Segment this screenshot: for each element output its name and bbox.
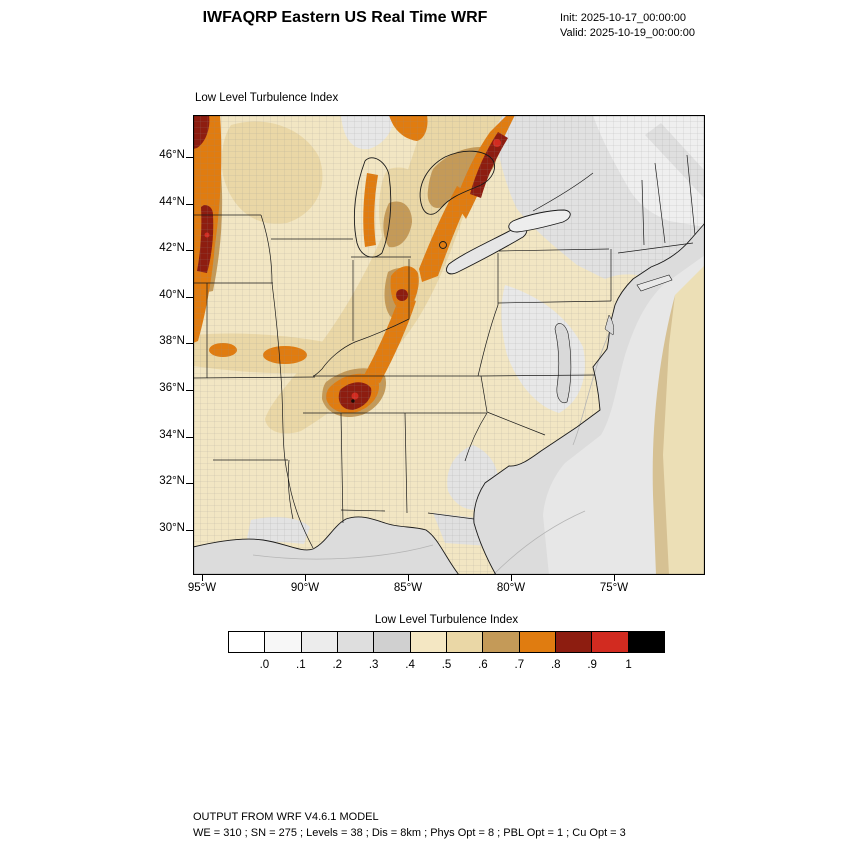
ocean (193, 222, 705, 575)
lon-tick-label: 90°W (290, 582, 320, 594)
delaware-bay (604, 314, 615, 336)
lon-tick-label: 95°W (187, 582, 217, 594)
lake-huron (419, 150, 495, 215)
lake-erie (446, 226, 528, 275)
chesapeake-bay (554, 323, 572, 403)
lon-tick-mark (202, 575, 203, 581)
init-time: Init: 2025-10-17_00:00:00 (560, 12, 686, 24)
long-island (636, 274, 673, 292)
colorbar-tick-label: .9 (587, 659, 597, 671)
lat-tick-mark (186, 390, 193, 391)
state-borders (193, 154, 696, 549)
colorbar-segment (373, 631, 411, 653)
footer-config-line: WE = 310 ; SN = 275 ; Levels = 38 ; Dis … (193, 826, 626, 839)
lat-tick-label: 44°N (159, 195, 185, 208)
colorbar-labels: .0 .1 .2 .3 .4 .5 .6 .7 .8 .9 1 (228, 659, 665, 675)
turbulence-map: 46°N 44°N 42°N 40°N 38°N 36°N 34°N 32°N 30°N 95°W… (159, 115, 705, 594)
map-title: Low Level Turbulence Index (195, 92, 339, 104)
colorbar-tick-label: .0 (259, 659, 270, 671)
lon-tick-label: 75°W (599, 582, 629, 594)
map-canvas (193, 115, 705, 575)
colorbar-tick-label: .5 (441, 659, 452, 671)
lon-tick-label: 85°W (393, 582, 423, 594)
colorbar-segment (627, 631, 665, 653)
colorbar-segment (409, 631, 447, 653)
colorbar-segment (336, 631, 375, 653)
great-lakes (353, 150, 571, 275)
colorbar-tick-label: .1 (296, 659, 306, 671)
lat-tick-mark (186, 157, 193, 158)
lat-tick-label: 38°N (159, 335, 185, 348)
colorbar-tick-label: .3 (368, 659, 379, 671)
lat-tick-mark (186, 529, 193, 531)
lon-tick-label: 80°W (496, 582, 526, 594)
map-frame (193, 115, 705, 575)
colorbar-title: Low Level Turbulence Index (374, 614, 519, 626)
lat-tick-mark (186, 483, 193, 485)
colorbar-segment (482, 631, 520, 653)
colorbar-tick-label: .4 (405, 659, 415, 671)
lat-tick-label: 34°N (159, 428, 185, 441)
run-times: Init: 2025-10-17_00:00:00 Valid: 2025-10… (560, 11, 695, 41)
lon-tick-mark (511, 575, 512, 581)
lon-tick-mark (305, 575, 306, 581)
colorbar-tick-label: .8 (550, 659, 561, 671)
colorbar-segment (554, 631, 593, 653)
valid-time: Valid: 2025-10-19_00:00:00 (560, 26, 695, 39)
colorbar-tick-label: 1 (625, 659, 632, 671)
lake-st-clair (439, 241, 447, 249)
lat-tick-mark (186, 203, 193, 205)
lat-tick-mark (186, 436, 193, 438)
colorbar-segment (445, 631, 484, 653)
lat-tick-label: 36°N (159, 382, 185, 394)
lon-tick-mark (614, 575, 615, 581)
colorbar-tick-label: .2 (332, 659, 343, 671)
page-title: IWFAQRP Eastern US Real Time WRF (202, 9, 488, 26)
lat-tick-mark (186, 250, 193, 252)
lat-tick-mark (186, 343, 193, 345)
colorbar-segment (228, 631, 266, 653)
colorbar-segment (300, 631, 338, 653)
lat-tick-mark (186, 296, 193, 298)
colorbar-tick-label: .7 (514, 659, 525, 671)
lon-tick-mark (408, 575, 409, 581)
lat-tick-label: 32°N (159, 475, 185, 488)
colorbar-segment (518, 631, 556, 653)
lat-tick-label: 42°N (159, 242, 185, 255)
lat-tick-label: 30°N (159, 521, 185, 534)
lat-tick-label: 40°N (159, 288, 185, 301)
colorbar (228, 631, 665, 653)
footer-model-line: OUTPUT FROM WRF V4.6.1 MODEL (193, 811, 379, 823)
lake-ontario (508, 209, 571, 233)
colorbar-segment (264, 631, 302, 653)
colorbar-segment (591, 631, 629, 653)
footer: OUTPUT FROM WRF V4.6.1 MODEL WE = 310 ; … (193, 810, 626, 842)
lake-michigan (353, 157, 392, 258)
colorbar-tick-label: .6 (478, 659, 488, 671)
lat-tick-label: 46°N (159, 149, 185, 161)
